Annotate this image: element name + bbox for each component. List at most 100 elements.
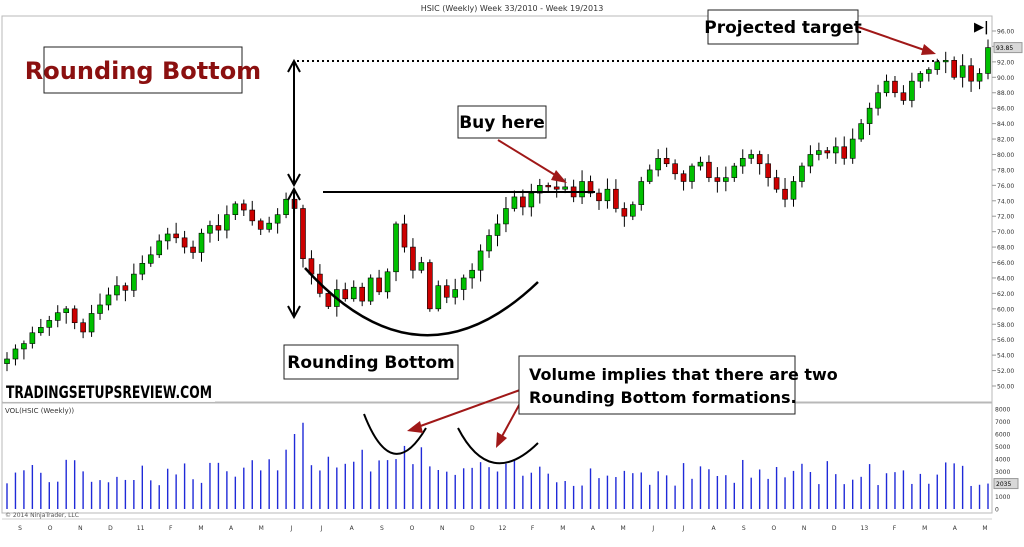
candle-body (553, 186, 560, 190)
candle-body (765, 163, 771, 178)
candle-body (663, 158, 670, 165)
price-tick-label: 96.00 (997, 29, 1014, 36)
candle-body (875, 92, 881, 109)
candle-body (697, 161, 704, 167)
x-tick-label: N (802, 525, 807, 532)
candle-body (88, 313, 95, 333)
candle-body (350, 286, 357, 300)
candle-body (460, 277, 467, 290)
x-axis: S O N D 11 F M A M J J A S O N D 12 F M A M J J A S O N D 13 F M A M (18, 525, 988, 532)
price-tick-label: 72.00 (997, 214, 1014, 221)
candle-body (520, 196, 526, 208)
candle-body (596, 192, 602, 202)
candle-body (621, 208, 628, 217)
candle-body (435, 285, 442, 310)
candle-body (630, 204, 636, 217)
x-tick-label: O (48, 525, 53, 532)
volume-tick-label: 6000 (995, 432, 1010, 439)
main-title-text: Rounding Bottom (25, 57, 261, 85)
buy-here-text: Buy here (459, 113, 545, 133)
price-tick-label: 64.00 (997, 275, 1014, 282)
candle-body (773, 177, 780, 190)
price-tick-label: 52.00 (997, 368, 1014, 375)
candle-body (215, 225, 222, 231)
x-tick-label: S (380, 525, 384, 532)
x-tick-label: A (591, 525, 596, 532)
candle-body (181, 237, 188, 248)
x-tick-label: N (78, 525, 83, 532)
candle-body (926, 69, 932, 74)
candle-body (21, 343, 27, 350)
candle-body (4, 358, 10, 364)
candle-body (224, 214, 230, 231)
candle-body (816, 150, 822, 155)
candle-body (799, 165, 805, 182)
price-tick-label: 84.00 (997, 121, 1014, 128)
candle-body (469, 269, 475, 279)
candle-body (131, 273, 137, 291)
arrow-to-target (857, 26, 936, 55)
candle-body (283, 198, 289, 215)
candle-body (672, 163, 678, 175)
pattern-label-box: Rounding Bottom (283, 344, 459, 380)
candle-body (900, 92, 907, 101)
candle-body (528, 192, 535, 208)
x-tick-label: D (108, 525, 113, 532)
x-tick-label: J (651, 525, 654, 532)
x-tick-label: M (259, 525, 264, 532)
volume-tick-label: 1000 (995, 494, 1010, 501)
candle-body (790, 181, 797, 200)
x-tick-label: O (772, 525, 777, 532)
candle-body (706, 161, 712, 178)
candle-body (824, 150, 831, 154)
candle-body (29, 332, 36, 344)
candle-body (71, 308, 78, 324)
candle-body (274, 214, 281, 224)
candle-body (173, 233, 179, 239)
x-tick-label: A (229, 525, 234, 532)
volume-label: VOL(HSIC (Weekly)) (5, 407, 74, 415)
candle-body (985, 47, 991, 74)
candle-body (536, 185, 543, 194)
candle-body (164, 233, 171, 242)
volume-current-badge (993, 478, 1019, 490)
candle-body (105, 294, 112, 306)
candle-body (207, 225, 213, 234)
candle-body (376, 277, 382, 293)
candle-body (968, 65, 974, 82)
candle-body (680, 173, 687, 182)
price-tick-label: 78.00 (997, 167, 1014, 174)
arrow-to-buy (497, 139, 567, 183)
volume-tick-label: 5000 (995, 444, 1010, 451)
price-tick-label: 88.00 (997, 90, 1014, 97)
candle-body (748, 154, 755, 159)
volume-tick-label: 3000 (995, 469, 1010, 476)
candle-body (477, 250, 484, 271)
candle-body (613, 188, 619, 209)
candle-body (689, 165, 695, 182)
x-tick-label: J (682, 525, 685, 532)
volume-current-label: 2035 (996, 481, 1011, 488)
candle-body (951, 60, 957, 78)
current-price-badge (993, 42, 1023, 54)
current-price-label: 93.85 (996, 45, 1013, 52)
candle-body (452, 289, 459, 298)
candle-body (427, 262, 433, 310)
candle-body (723, 177, 729, 182)
x-tick-label: 13 (861, 525, 869, 532)
candle-body (731, 165, 738, 178)
candle-body (63, 308, 69, 313)
candle-body (97, 304, 103, 314)
x-tick-label: S (742, 525, 746, 532)
candle-body (342, 289, 349, 300)
x-tick-label: J (320, 525, 323, 532)
price-tick-label: 54.00 (997, 353, 1014, 360)
candle-body (503, 208, 509, 225)
x-tick-label: A (350, 525, 355, 532)
volume-tick-label: 0 (995, 507, 999, 514)
candle-body (807, 154, 814, 167)
candle-body (80, 322, 86, 333)
candle-body (646, 169, 653, 182)
price-tick-label: 68.00 (997, 245, 1014, 252)
